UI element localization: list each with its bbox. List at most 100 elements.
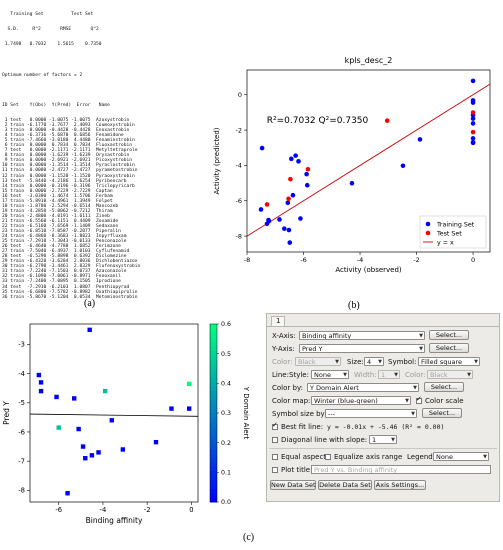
legend-select[interactable]: None ▼ <box>433 452 489 461</box>
best-fit-equation: y = -0.01x + -5.46 (R² = 0.00) <box>327 423 445 431</box>
color-map-value: Winter (blue-green) <box>314 397 378 405</box>
data-point <box>83 456 88 461</box>
new-data-set-button[interactable]: New Data Set <box>270 480 316 490</box>
legend-box <box>419 215 487 249</box>
colorbar-segment <box>210 461 217 467</box>
color-by-select[interactable]: Y Domain Alert ▼ <box>307 383 419 392</box>
chevron-down-icon: ▼ <box>405 398 409 404</box>
table-row: 2 train -6.1770 -3.7677 2.4093 Coumoxyst… <box>2 123 135 129</box>
equalize-checkbox[interactable] <box>325 454 331 460</box>
table-row: 17 train -5.8910 -4.4961 1.3949 Folpet <box>2 198 113 204</box>
factors-line: Optimum number of factors = 2 <box>2 72 83 78</box>
colorbar-segment <box>210 337 217 343</box>
colorbar-segment <box>210 386 217 392</box>
stats-header-1: S.D. R^2 RMSE Q^2 <box>2 27 99 33</box>
width-value: 1 <box>381 371 386 379</box>
training-point <box>281 226 287 231</box>
x-axis-value: Binding affinity <box>302 332 352 340</box>
color-by-select-button[interactable]: Select... <box>424 382 464 392</box>
symbol-size-select[interactable]: --- ▼ <box>325 409 417 418</box>
plot-title-checkbox[interactable] <box>272 467 278 473</box>
table-row: 28 test -6.5290 -5.8898 0.6392 Diclomezi… <box>2 254 127 260</box>
table-row: 16 test -3.0380 -1.4674 1.5706 Ferbam <box>2 193 113 199</box>
plot-title-input[interactable]: Pred Y vs. Binding affinity <box>311 465 491 474</box>
table-row: 7 test 0.0000 -2.1171 -2.1171 Metyltetra… <box>2 148 138 154</box>
y-tick-label: -8 <box>18 487 25 495</box>
colorbar-segment <box>210 346 217 352</box>
diagonal-checkbox[interactable] <box>272 437 278 443</box>
table-header: ID Set Y(Obs) Y(Pred) Error Name <box>2 102 110 108</box>
tab-1[interactable]: 1 <box>271 316 286 326</box>
axis-settings-button[interactable]: Axis Settings... <box>374 480 426 490</box>
table-row: 12 train 0.0000 -1.1520 -1.1520 Pyraoxys… <box>2 173 135 179</box>
colorbar-segment <box>210 488 217 494</box>
line-width-select[interactable]: 1 ▼ <box>378 370 400 379</box>
line-style-select[interactable]: None ▼ <box>311 370 349 379</box>
diagonal-slope-select[interactable]: 1 ▼ <box>369 435 397 444</box>
colorbar-segment <box>210 439 217 445</box>
table-row: 9 train 0.0000 -2.6921 -2.6921 Picoxystr… <box>2 158 132 164</box>
line-color-select[interactable]: Black ▼ <box>427 370 473 379</box>
color-select[interactable]: Black ▼ <box>295 357 341 366</box>
data-point <box>169 406 174 411</box>
y-axis-label: Activity (predicted) <box>213 127 221 194</box>
y-axis-select[interactable]: Pred Y ▼ <box>299 344 425 353</box>
caption-c: (c) <box>243 532 255 543</box>
y-tick-label: -6 <box>236 197 242 205</box>
data-point <box>54 394 59 400</box>
chevron-down-icon: ▼ <box>394 372 398 378</box>
x-axis-label: Activity (observed) <box>335 266 402 274</box>
training-point <box>287 240 293 245</box>
x-axis-label: X-Axis: <box>272 332 296 340</box>
colorbar-segment <box>210 381 217 387</box>
best-fit-checkbox[interactable] <box>272 421 278 430</box>
data-point <box>96 450 101 455</box>
color-map-select[interactable]: Winter (blue-green) ▼ <box>311 396 411 405</box>
equal-aspect-checkbox[interactable] <box>272 454 278 460</box>
table-row: 10 train 0.0000 -1.3514 -1.3514 Pyraclos… <box>2 163 135 169</box>
y-tick-label: -7 <box>18 457 25 465</box>
colorbar-segment <box>210 497 217 503</box>
colorbar-segment <box>210 341 217 347</box>
y-axis-select-button[interactable]: Select... <box>429 343 469 353</box>
x-axis-select-button[interactable]: Select... <box>429 330 469 340</box>
x-axis-select[interactable]: Binding affinity ▼ <box>299 331 425 340</box>
y-tick-label: -8 <box>236 232 242 240</box>
colorbar-segment <box>210 444 217 449</box>
section-divider <box>269 448 497 449</box>
test-point <box>286 196 291 202</box>
data-point <box>56 425 61 430</box>
diagonal-label: Diagonal line with slope: <box>281 436 368 444</box>
legend-train-marker <box>425 221 431 227</box>
size-select[interactable]: 4 ▼ <box>364 357 384 366</box>
symbol-size-value: --- <box>328 410 336 418</box>
plot-title-label: Plot title: <box>281 466 313 474</box>
table-row: 33 train -7.2400 -7.0895 0.1505 Iprodion… <box>2 279 121 285</box>
width-label: Width: <box>354 371 377 379</box>
training-point <box>258 207 264 212</box>
training-point <box>289 156 294 162</box>
symbol-select[interactable]: Filled square ▼ <box>418 357 480 366</box>
training-point <box>470 98 476 103</box>
tab-divider <box>267 326 499 327</box>
table-row: 23 train -6.8510 -7.0587 -0.2077 Piperal… <box>2 229 121 235</box>
x-tick-label: -6 <box>300 256 306 264</box>
panel-a-text: Training Set Test Set S.D. R^2 RMSE Q^2 … <box>2 2 192 300</box>
delete-data-set-button[interactable]: Delete Data Set <box>318 480 372 490</box>
test-point <box>384 118 390 123</box>
colorbar-segment <box>210 399 217 405</box>
training-point <box>470 121 476 126</box>
y-tick-label: -4 <box>18 370 25 378</box>
table-row: 34 test -7.2910 -6.2103 1.0807 Penthiopy… <box>2 284 130 290</box>
equal-aspect-label: Equal aspect <box>281 453 327 461</box>
y-tick-label: 0 <box>238 91 242 99</box>
training-point <box>266 217 271 223</box>
symbol-size-select-button[interactable]: Select... <box>422 408 462 418</box>
color-scale-checkbox[interactable] <box>416 395 422 404</box>
chart-b-frame <box>246 69 491 253</box>
colorbar-segment <box>210 377 217 383</box>
chevron-down-icon: ▼ <box>335 359 339 365</box>
colorbar-segment <box>210 328 217 334</box>
size-label: Size: <box>347 358 364 366</box>
training-point <box>470 140 476 146</box>
